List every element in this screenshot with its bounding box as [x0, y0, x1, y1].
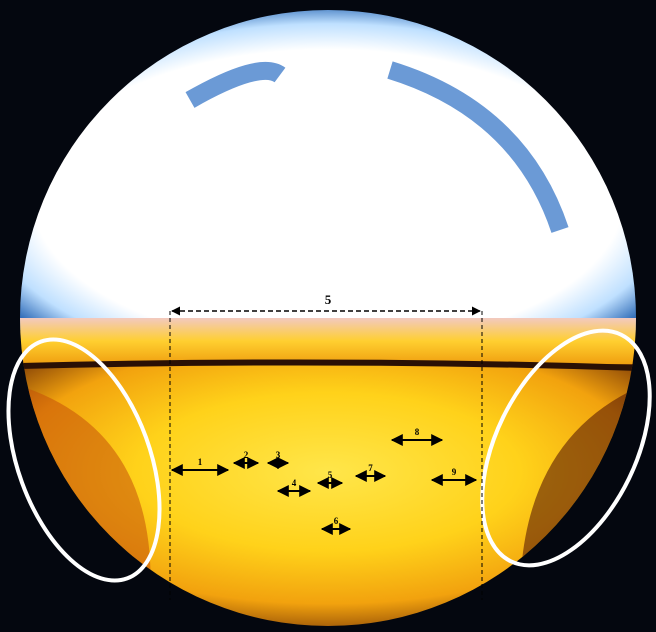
measure-label: 1: [198, 457, 203, 467]
measure-label: 6: [334, 516, 339, 526]
measure-label: 3: [276, 450, 281, 460]
interface-band: [0, 318, 656, 364]
measure-label: 2: [244, 450, 249, 460]
span-label: 5: [325, 292, 332, 307]
measure-label: 7: [368, 463, 373, 473]
measure-label: 4: [292, 478, 297, 488]
annotated-photo: 5 1 2 3 4 5 6 7 8 9: [0, 0, 656, 632]
measure-label: 9: [452, 467, 457, 477]
measure-label: 8: [415, 427, 420, 437]
measure-label: 5: [328, 470, 333, 480]
